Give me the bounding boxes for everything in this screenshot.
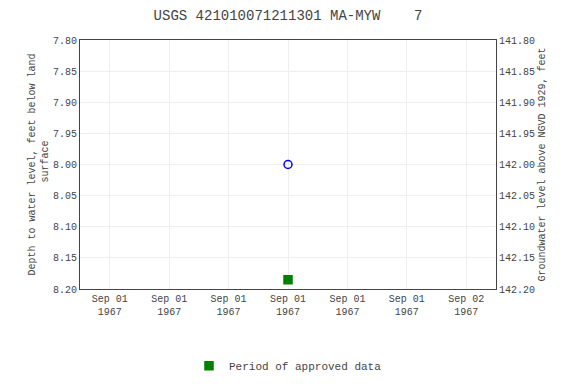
- svg-text:8.10: 8.10: [53, 222, 77, 233]
- svg-text:8.00: 8.00: [53, 160, 77, 171]
- svg-text:Sep 011967: Sep 011967: [329, 294, 365, 318]
- svg-text:Sep 011967: Sep 011967: [389, 294, 425, 318]
- svg-text:USGS 421010071211301 MA-MYW: USGS 421010071211301 MA-MYW 7: [154, 8, 423, 24]
- svg-text:7.90: 7.90: [53, 98, 77, 109]
- svg-text:Sep 011967: Sep 011967: [92, 294, 128, 318]
- svg-text:Sep 021967: Sep 021967: [448, 294, 484, 318]
- svg-text:141.80: 141.80: [499, 36, 535, 47]
- svg-text:8.20: 8.20: [53, 285, 77, 296]
- svg-text:Groundwater level above NGVD 1: Groundwater level above NGVD 1929, feet: [537, 47, 548, 281]
- svg-text:141.90: 141.90: [499, 98, 535, 109]
- svg-text:8.15: 8.15: [53, 253, 77, 264]
- svg-text:Period of approved data: Period of approved data: [229, 361, 381, 373]
- svg-text:Sep 011967: Sep 011967: [151, 294, 187, 318]
- svg-text:8.05: 8.05: [53, 191, 77, 202]
- svg-text:7.80: 7.80: [53, 36, 77, 47]
- svg-text:142.10: 142.10: [499, 222, 535, 233]
- svg-text:141.95: 141.95: [499, 129, 535, 140]
- svg-text:142.20: 142.20: [499, 285, 535, 296]
- svg-text:142.00: 142.00: [499, 160, 535, 171]
- svg-text:Sep 011967: Sep 011967: [211, 294, 247, 318]
- svg-text:7.85: 7.85: [53, 67, 77, 78]
- svg-text:Depth to water level, feet bel: Depth to water level, feet below land su…: [27, 53, 51, 275]
- svg-text:141.85: 141.85: [499, 67, 535, 78]
- svg-text:142.15: 142.15: [499, 253, 535, 264]
- svg-text:Sep 011967: Sep 011967: [270, 294, 306, 318]
- svg-text:142.05: 142.05: [499, 191, 535, 202]
- svg-text:7.95: 7.95: [53, 129, 77, 140]
